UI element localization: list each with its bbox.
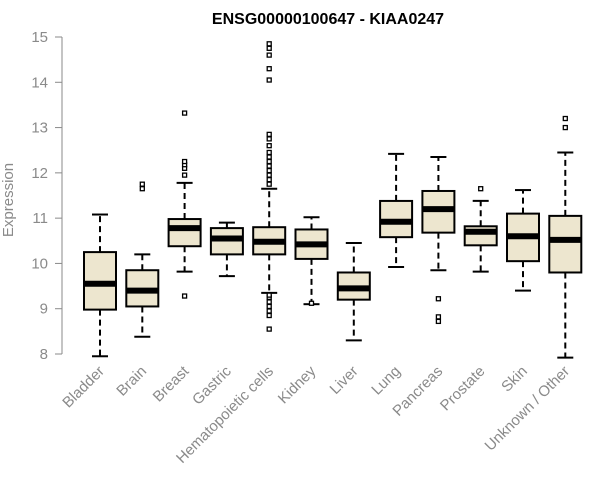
outlier-point [181,158,188,165]
y-tick-label: 13 [31,120,48,137]
outlier-point [435,296,442,302]
y-tick-label: 12 [31,165,48,182]
outlier-point [266,167,272,174]
box-iqr [167,218,202,248]
box-group [83,213,117,358]
outlier-point [266,158,272,165]
box-group [379,152,414,269]
box-group [421,156,456,325]
box-group [506,189,540,292]
outlier-point [266,308,272,314]
x-tick-label: Breast [150,362,193,405]
outlier-point [266,45,272,51]
box-group [209,221,244,278]
x-tick-label: Bladder [59,363,108,412]
y-tick-label: 15 [31,29,48,46]
outlier-point [181,172,188,178]
chart-title: ENSG00000100647 - KIAA0247 [212,11,444,28]
outlier-point [266,303,272,310]
box-group [548,115,583,359]
y-tick-label: 8 [40,346,48,363]
outlier-point [266,181,272,187]
x-tick-label: Skin [498,363,531,396]
outlier-point [266,326,272,332]
y-tick-label: 11 [32,210,48,227]
box-iqr [548,214,583,274]
outlier-point [266,176,272,183]
y-tick-label: 14 [31,74,48,91]
box-group [294,216,329,306]
outlier-point [139,186,145,192]
outlier-point [266,312,272,319]
box-group [167,110,202,299]
outlier-point [266,41,272,47]
outlier-point [266,299,272,305]
outlier-point [266,143,272,149]
outlier-point [266,131,272,138]
x-tick-label: Brain [113,363,150,400]
boxes-layer [83,41,583,359]
outlier-point [266,77,272,83]
y-tick-label: 10 [31,255,48,272]
outlier-point [266,136,272,142]
outlier-point [562,115,568,122]
box-group [336,242,371,342]
outlier-point [562,124,568,131]
outlier-point [478,186,484,192]
outlier-point [181,293,188,299]
outlier-point [266,292,272,298]
outlier-point [266,154,272,160]
box-group [463,186,498,273]
outlier-point [139,181,145,187]
outlier-point [181,110,188,116]
outlier-point [266,149,272,156]
x-tick-label: Lung [368,363,404,399]
x-tick-label: Liver [327,363,362,398]
x-tick-label: Kidney [275,362,320,407]
y-axis-label: Expression [0,163,17,237]
outlier-point [435,314,442,320]
outlier-point [308,300,315,306]
box-group [125,181,160,338]
outlier-point [266,163,272,169]
box-group [252,41,287,332]
x-tick-label: Prostate [437,363,489,415]
outlier-point [266,172,272,178]
y-tick-label: 9 [40,301,48,318]
y-axis-ticks: 8 9 10 11 12 13 14 15 [31,29,62,363]
outlier-point [435,318,442,325]
outlier-point [266,52,272,58]
outlier-point [266,66,272,72]
